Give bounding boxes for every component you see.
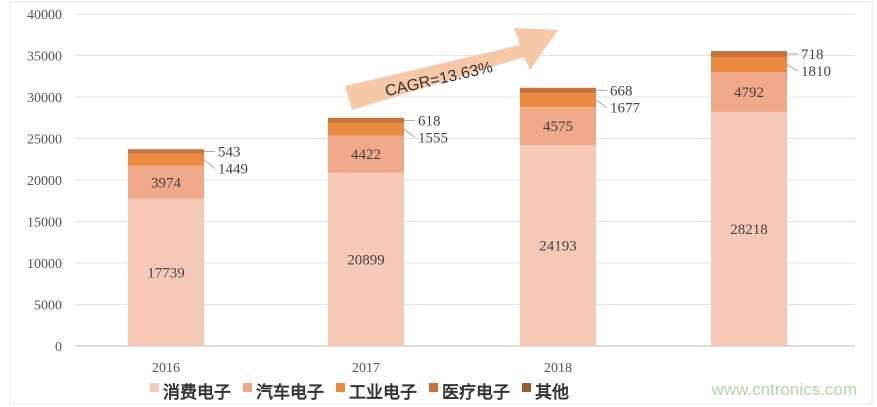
data-label: 1677 [610,101,641,117]
y-tick-label: 15000 [27,216,62,231]
legend-item: 汽车电子 [243,378,324,403]
data-label: 543 [218,145,241,161]
bar-segment [328,172,404,346]
bar-segment [711,111,787,346]
legend-swatch [522,383,531,392]
data-label: 28218 [730,222,768,238]
bar-segment [711,56,787,73]
y-tick-label: 5000 [34,299,62,314]
bar-segment [520,145,596,346]
legend-swatch [429,383,438,392]
bar-segment [711,72,787,112]
cagr-arrow [345,28,558,110]
legend-swatch [243,383,252,392]
y-tick-label: 0 [55,340,62,355]
data-label: 618 [418,113,441,129]
bar-segment [128,149,204,154]
bar-segment [328,135,404,173]
leader-line [203,159,216,169]
watermark: www.cntronics.com [711,380,857,399]
data-label: 1449 [218,162,248,178]
legend-item: 其他 [522,378,569,403]
data-label: 4575 [543,119,573,135]
bar-segment [711,51,787,57]
data-label: 4422 [351,147,381,163]
x-tick-label: 2016 [152,361,180,376]
y-tick-label: 30000 [27,91,62,106]
y-tick-label: 25000 [27,133,62,148]
data-label: 24193 [539,239,577,255]
data-label: 20899 [347,252,385,268]
x-tick-label: 2018 [544,361,572,376]
y-tick-label: 20000 [27,174,62,189]
y-tick-label: 40000 [27,8,62,23]
legend-label: 其他 [535,383,569,403]
leader-line [595,99,608,108]
data-label: 668 [610,84,633,100]
legend-item: 消费电子 [150,378,231,403]
x-tick-label: 2017 [352,361,380,376]
legend-label: 消费电子 [163,383,231,403]
leader-line [403,129,416,138]
legend: 消费电子 汽车电子 工业电子 医疗电子 其他 [150,378,569,403]
legend-label: 医疗电子 [442,383,510,403]
bar-segment [520,107,596,146]
data-label: 3974 [151,175,182,191]
bar-segment [328,117,404,123]
data-label: 718 [801,47,824,63]
legend-swatch [336,383,345,392]
chart-border [9,1,873,405]
data-label: 17739 [147,265,185,281]
legend-label: 汽车电子 [256,383,324,403]
legend-item: 医疗电子 [429,378,510,403]
y-tick-label: 10000 [27,257,62,272]
data-label: 4792 [734,85,764,101]
bar-segment [520,87,596,94]
bar-segment [128,165,204,199]
y-tick-label: 35000 [27,50,62,65]
legend-swatch [150,383,159,392]
data-label: 1810 [801,64,831,80]
bar-segment [128,198,204,346]
leader-line [786,64,799,72]
bar-segment [328,122,404,136]
bar-segment [128,153,204,166]
legend-item: 工业电子 [336,378,417,403]
data-label: 1555 [418,130,448,146]
legend-label: 工业电子 [349,383,417,403]
bar-segment [520,93,596,108]
